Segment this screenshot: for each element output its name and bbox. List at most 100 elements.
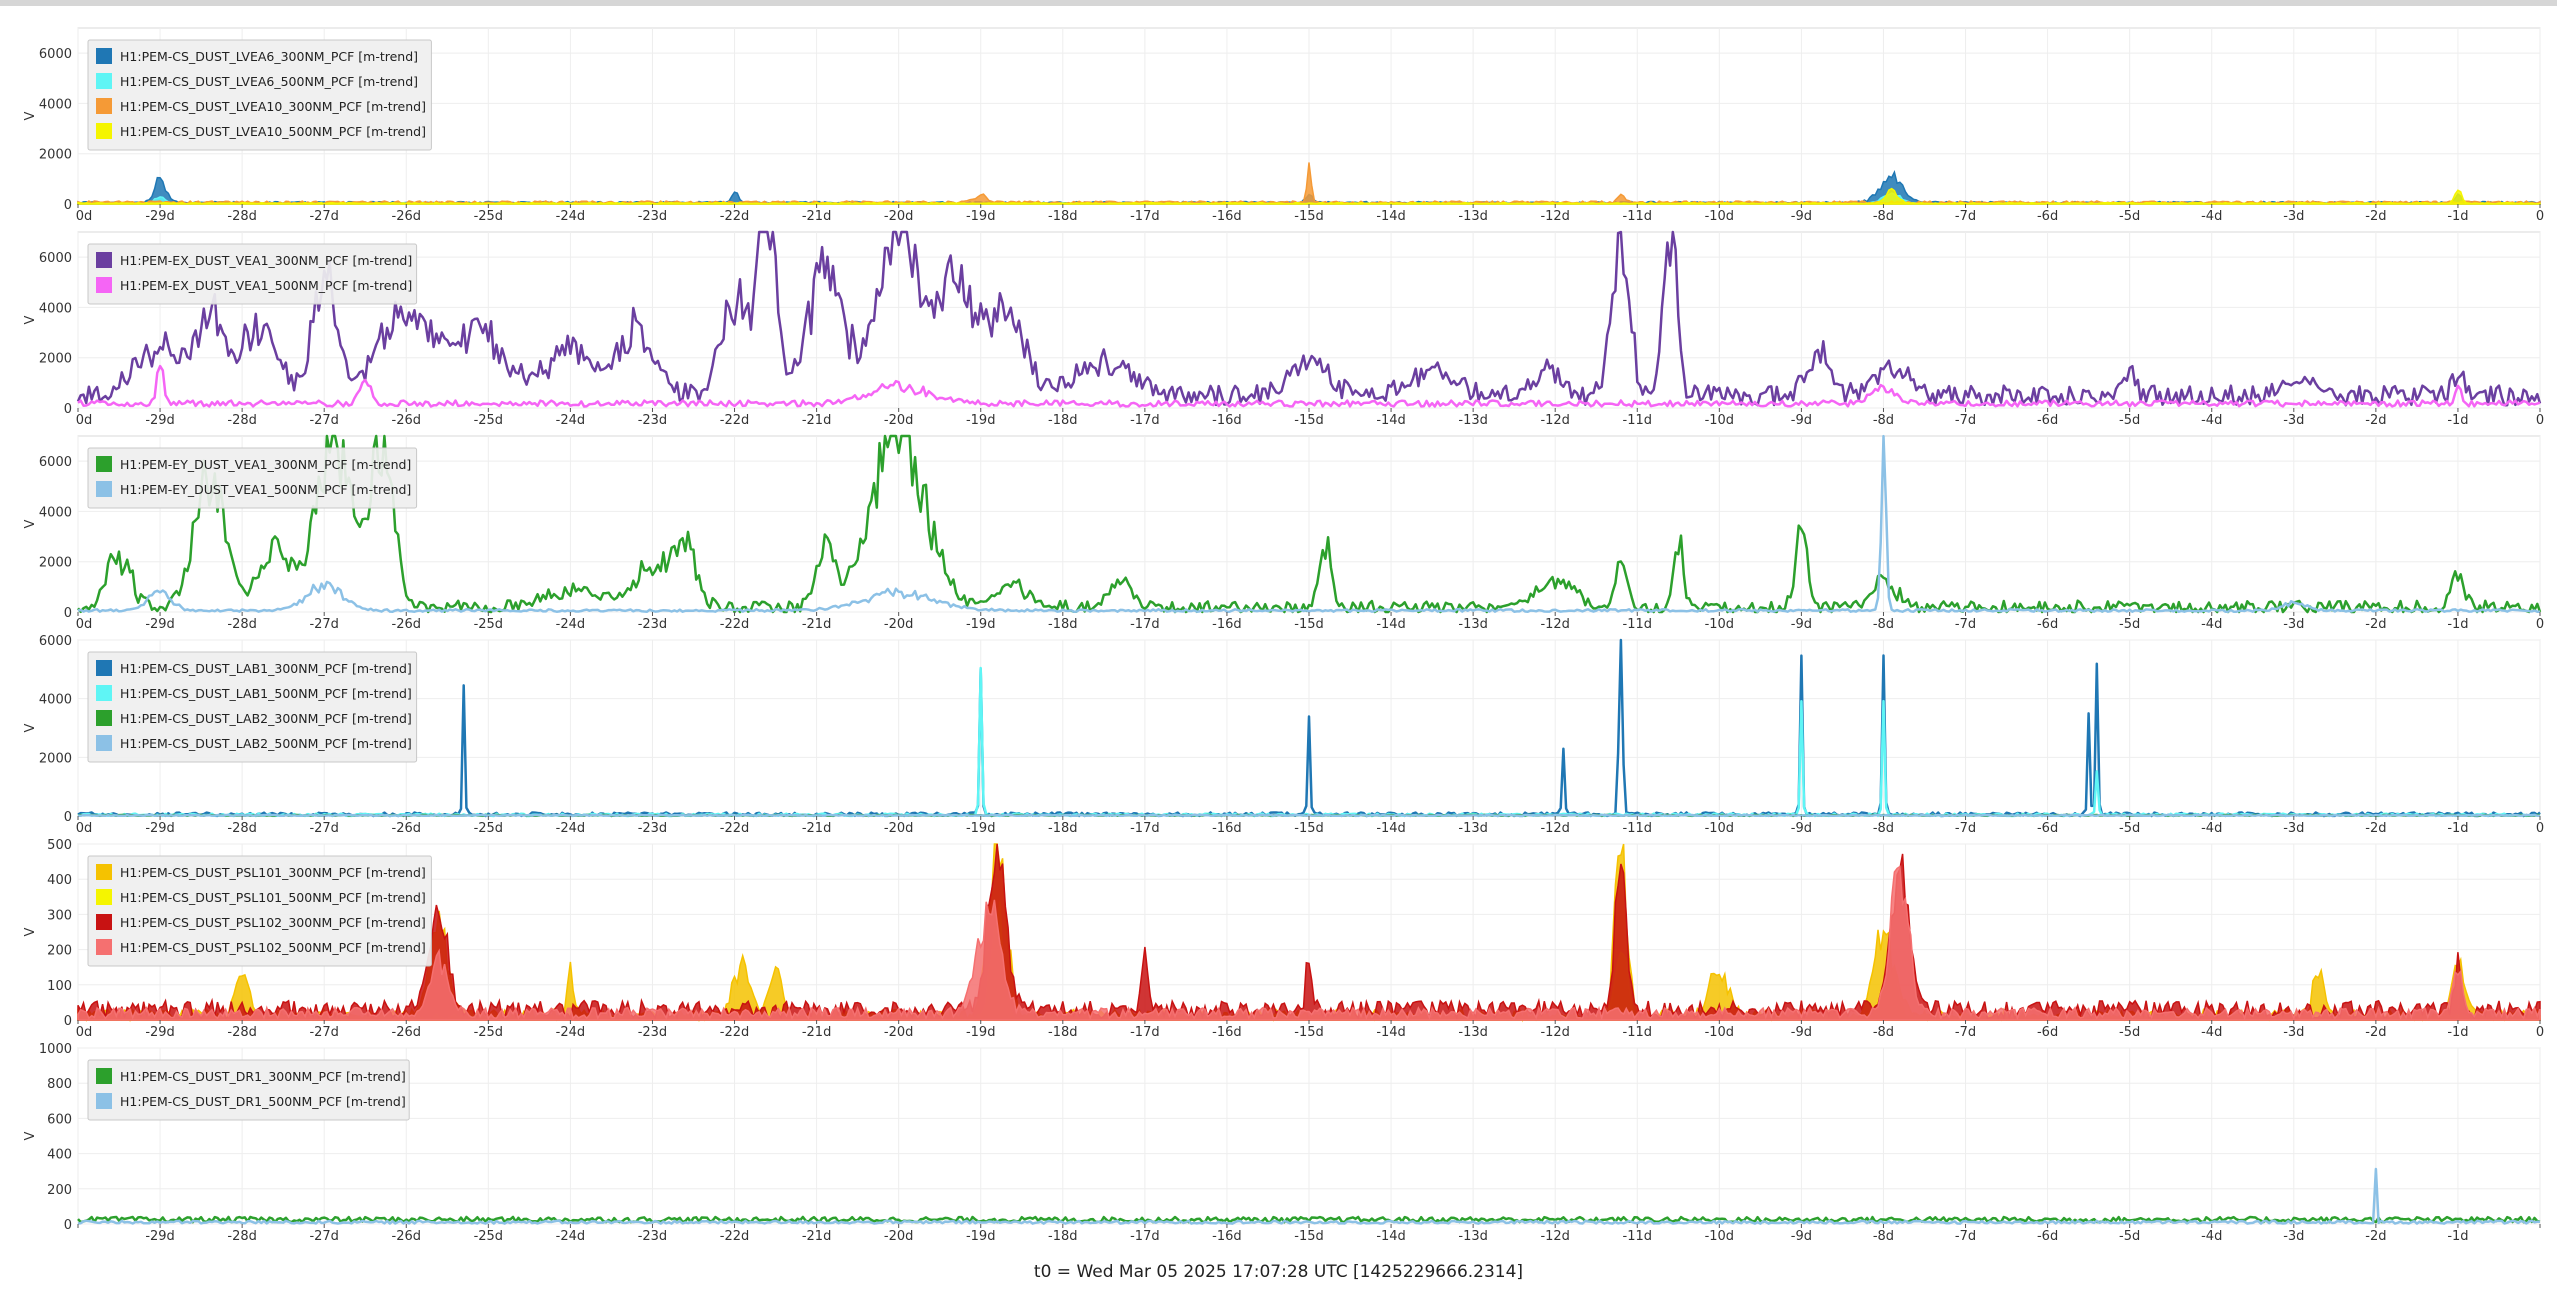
x-tick-label: -3d xyxy=(2283,413,2304,428)
x-tick-label: -23d xyxy=(638,1229,668,1244)
x-tick-label: -15d xyxy=(1294,209,1324,224)
x-tick-label: -15d xyxy=(1294,413,1324,428)
x-tick-label: -6d xyxy=(2037,413,2058,428)
legend-entry[interactable]: H1:PEM-CS_DUST_PSL101_300NM_PCF [m-trend… xyxy=(120,865,426,880)
legend-swatch[interactable] xyxy=(96,685,112,701)
x-tick-label: -9d xyxy=(1791,209,1812,224)
x-tick-label: -7d xyxy=(1955,413,1976,428)
x-tick-label: -21d xyxy=(802,617,832,632)
x-tick-label: -8d xyxy=(1873,1025,1894,1040)
legend-entry[interactable]: H1:PEM-CS_DUST_LVEA10_300NM_PCF [m-trend… xyxy=(120,99,426,114)
x-tick-label: -10d xyxy=(1705,413,1735,428)
legend-swatch[interactable] xyxy=(96,98,112,114)
legend-entry[interactable]: H1:PEM-EY_DUST_VEA1_500NM_PCF [m-trend] xyxy=(120,482,411,497)
x-tick-label: -26d xyxy=(392,821,422,836)
y-tick-label: 500 xyxy=(47,838,72,853)
x-tick-label: -14d xyxy=(1376,617,1406,632)
legend-entry[interactable]: H1:PEM-EX_DUST_VEA1_500NM_PCF [m-trend] xyxy=(120,278,412,293)
x-tick-label: -6d xyxy=(2037,821,2058,836)
legend-entry[interactable]: H1:PEM-EY_DUST_VEA1_300NM_PCF [m-trend] xyxy=(120,457,411,472)
legend-swatch[interactable] xyxy=(96,710,112,726)
x-tick-label: -13d xyxy=(1458,1025,1488,1040)
plot-frame: 0 2000 4000 6000 V 0d -29d -28d -27d -26d -25d -24d… xyxy=(0,6,2557,1300)
y-tick-label: 0 xyxy=(64,1218,72,1233)
x-tick-label: -13d xyxy=(1458,413,1488,428)
x-tick-label: -17d xyxy=(1130,413,1160,428)
legend-swatch[interactable] xyxy=(96,1068,112,1084)
x-tick-label: -22d xyxy=(720,617,750,632)
x-tick-label: -27d xyxy=(309,413,339,428)
y-tick-label: 6000 xyxy=(39,251,72,266)
x-tick-label: -14d xyxy=(1376,413,1406,428)
x-tick-label: -17d xyxy=(1130,617,1160,632)
legend-swatch[interactable] xyxy=(96,889,112,905)
legend-entry[interactable]: H1:PEM-EX_DUST_VEA1_300NM_PCF [m-trend] xyxy=(120,253,412,268)
legend-swatch[interactable] xyxy=(96,660,112,676)
x-tick-label: -3d xyxy=(2283,1229,2304,1244)
x-tick-label: -17d xyxy=(1130,1025,1160,1040)
legend-entry[interactable]: H1:PEM-CS_DUST_LAB1_300NM_PCF [m-trend] xyxy=(120,661,412,676)
x-tick-label: -4d xyxy=(2201,413,2222,428)
legend-entry[interactable]: H1:PEM-CS_DUST_LVEA6_300NM_PCF [m-trend] xyxy=(120,49,418,64)
legend-swatch[interactable] xyxy=(96,939,112,955)
x-tick-label: -25d xyxy=(474,617,504,632)
legend-swatch[interactable] xyxy=(96,1093,112,1109)
x-tick-label: -23d xyxy=(638,821,668,836)
x-tick-label: -27d xyxy=(309,1025,339,1040)
legend-entry[interactable]: H1:PEM-CS_DUST_LAB2_300NM_PCF [m-trend] xyxy=(120,711,412,726)
legend-swatch[interactable] xyxy=(96,277,112,293)
y-tick-label: 0 xyxy=(64,810,72,825)
y-tick-label: 2000 xyxy=(39,556,72,571)
legend-entry[interactable]: H1:PEM-CS_DUST_PSL101_500NM_PCF [m-trend… xyxy=(120,890,426,905)
x-tick-label: -12d xyxy=(1540,1025,1570,1040)
y-tick-label: 800 xyxy=(47,1077,72,1092)
legend-box xyxy=(87,1059,410,1121)
legend-swatch[interactable] xyxy=(96,48,112,64)
panel-3: 0 2000 4000 6000 V 0d -29d -28d -27d -26d -25d -24d… xyxy=(23,434,2544,632)
legend-entry[interactable]: H1:PEM-CS_DUST_LVEA6_500NM_PCF [m-trend] xyxy=(120,74,418,89)
y-tick-label: 200 xyxy=(47,944,72,959)
x-tick-label: -20d xyxy=(884,821,914,836)
x-tick-label: -8d xyxy=(1873,1229,1894,1244)
series-2-trace xyxy=(77,364,2541,408)
x-tick-label: -4d xyxy=(2201,1025,2222,1040)
x-tick-label: -12d xyxy=(1540,1229,1570,1244)
series-4-trace xyxy=(77,187,2541,205)
series-4-trace xyxy=(78,813,2541,818)
series-1-trace xyxy=(76,230,2542,407)
x-tick-label: -20d xyxy=(884,209,914,224)
x-tick-label: -2d xyxy=(2365,617,2386,632)
x-tick-label: -19d xyxy=(966,209,996,224)
x-tick-label: -10d xyxy=(1705,1229,1735,1244)
legend-swatch[interactable] xyxy=(96,864,112,880)
x-tick-label: -22d xyxy=(720,821,750,836)
legend-entry[interactable]: H1:PEM-CS_DUST_DR1_300NM_PCF [m-trend] xyxy=(120,1069,406,1084)
legend-swatch[interactable] xyxy=(96,456,112,472)
legend-swatch[interactable] xyxy=(96,252,112,268)
legend-swatch[interactable] xyxy=(96,481,112,497)
x-tick-label: -15d xyxy=(1294,1229,1324,1244)
x-tick-label: -21d xyxy=(802,821,832,836)
legend-entry[interactable]: H1:PEM-CS_DUST_PSL102_300NM_PCF [m-trend… xyxy=(120,915,426,930)
x-tick-label: -6d xyxy=(2037,1229,2058,1244)
panel-5: 0 100 200 300 400 500 V 0d -29d -28d -27d -26d -25d -… xyxy=(23,838,2544,1040)
legend-swatch[interactable] xyxy=(96,73,112,89)
x-tick-label: 0d xyxy=(76,821,93,836)
x-tick-label: -2d xyxy=(2365,209,2386,224)
legend-entry[interactable]: H1:PEM-CS_DUST_LAB1_500NM_PCF [m-trend] xyxy=(120,686,412,701)
x-tick-label: -19d xyxy=(966,617,996,632)
legend-swatch[interactable] xyxy=(96,735,112,751)
legend-entry[interactable]: H1:PEM-CS_DUST_PSL102_500NM_PCF [m-trend… xyxy=(120,940,426,955)
x-tick-label: -13d xyxy=(1458,821,1488,836)
legend-swatch[interactable] xyxy=(96,914,112,930)
legend-entry[interactable]: H1:PEM-CS_DUST_LVEA10_500NM_PCF [m-trend… xyxy=(120,124,426,139)
legend-entry[interactable]: H1:PEM-CS_DUST_LAB2_500NM_PCF [m-trend] xyxy=(120,736,412,751)
x-tick-label: -24d xyxy=(556,413,586,428)
legend-entry[interactable]: H1:PEM-CS_DUST_DR1_500NM_PCF [m-trend] xyxy=(120,1094,406,1109)
x-tick-label: -20d xyxy=(884,413,914,428)
x-tick-label: -15d xyxy=(1294,821,1324,836)
legend-swatch[interactable] xyxy=(96,123,112,139)
x-tick-label: -19d xyxy=(966,1229,996,1244)
x-tick-label: -24d xyxy=(556,1229,586,1244)
